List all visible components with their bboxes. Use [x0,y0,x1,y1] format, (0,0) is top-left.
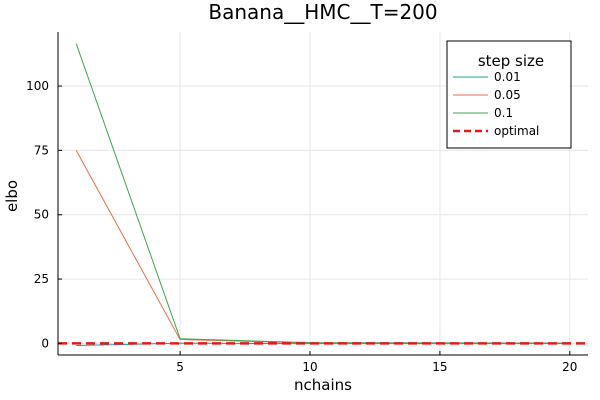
y-tick-label: 50 [34,208,49,222]
y-tick-label: 100 [26,79,49,93]
x-tick-label: 15 [432,360,447,374]
legend-items: 0.01 0.05 0.1 optimal [453,70,539,138]
y-tick-label: 75 [34,143,49,157]
y-axis-label: elbo [3,180,21,212]
y-tick-label: 25 [34,272,49,286]
x-tick-label: 20 [562,360,577,374]
x-tick-label: 5 [176,360,184,374]
legend-label: 0.1 [494,106,513,120]
ticks: 5 10 15 20 0 25 50 75 100 [26,79,577,374]
plot-lines [58,43,588,346]
legend-label: 0.05 [494,88,521,102]
chart-title: Banana__HMC__T=200 [208,0,437,24]
x-axis-label: nchains [294,376,352,394]
legend-title: step size [478,52,544,70]
y-tick-label: 0 [41,336,49,350]
x-tick-label: 10 [302,360,317,374]
legend-label: 0.01 [494,70,521,84]
legend: step size 0.01 0.05 0.1 optimal [446,40,572,149]
legend-label: optimal [494,124,539,138]
